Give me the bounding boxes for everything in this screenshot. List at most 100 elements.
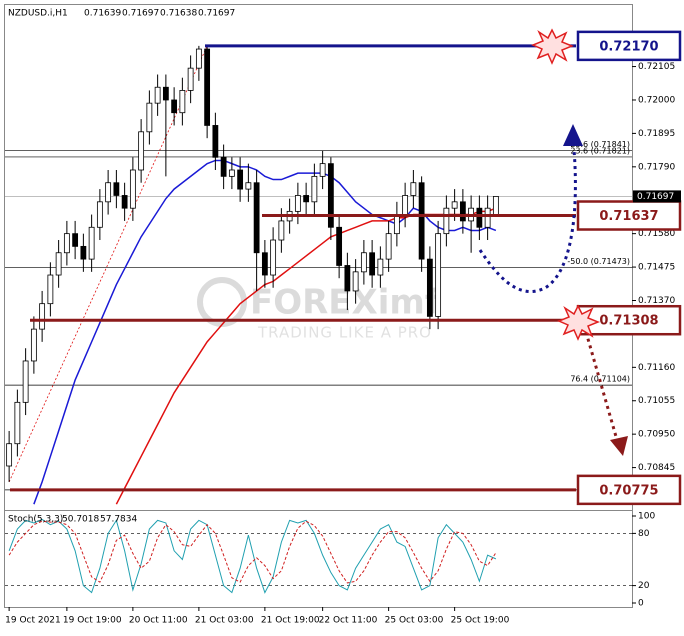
symbol: NZDUSD.i,H1 xyxy=(8,9,68,19)
candle-body xyxy=(162,86,169,101)
level-callout xyxy=(576,200,682,231)
candle-body xyxy=(360,252,367,273)
candle-body xyxy=(393,214,400,235)
candle-body xyxy=(451,201,458,209)
candle-body xyxy=(253,182,260,254)
candle-body xyxy=(212,125,219,158)
candle-body xyxy=(443,207,450,235)
candle-body xyxy=(426,258,433,317)
y-tick-label: 0.72000 xyxy=(638,95,675,105)
candle-body xyxy=(237,169,244,190)
candle-body xyxy=(377,258,384,276)
candle-body xyxy=(22,360,29,403)
y-tick-label: 0.71160 xyxy=(638,363,675,373)
candle-body xyxy=(410,182,417,196)
stoch-signal-value: 57.7834 xyxy=(100,515,137,525)
stoch-main xyxy=(8,518,497,594)
candle-body xyxy=(14,401,21,445)
candle-body xyxy=(55,252,62,276)
candle-body xyxy=(311,175,318,203)
candle-body xyxy=(80,245,87,260)
candle-body xyxy=(88,226,95,260)
candle-body xyxy=(476,207,483,228)
stoch-title: Stoch(5,3,3) xyxy=(8,515,63,525)
candle-body xyxy=(327,163,334,228)
burst xyxy=(557,304,601,341)
candle-body xyxy=(39,303,46,330)
y-tick-label: 0.71580 xyxy=(638,229,675,239)
candle-body xyxy=(72,233,79,247)
candle-body xyxy=(47,274,54,305)
candle-body xyxy=(179,90,186,114)
fib-label: 23.6 (0.71821) xyxy=(570,146,630,155)
header-open: 0.71639 xyxy=(84,9,121,19)
candle-body xyxy=(459,201,466,222)
candle-body xyxy=(484,207,491,228)
candle-body xyxy=(402,195,409,215)
candle-body xyxy=(129,169,136,209)
stoch-tick-label: 80 xyxy=(638,529,650,539)
candle-body xyxy=(30,328,37,362)
candle-body xyxy=(245,182,252,190)
candle-body xyxy=(121,195,128,209)
header-high: 0.71697 xyxy=(122,9,159,19)
y-tick-label: 0.70845 xyxy=(638,463,675,473)
y-tick-label: 0.71895 xyxy=(638,129,675,139)
current-price-label: 0.71697 xyxy=(637,192,674,202)
level-callout xyxy=(576,474,682,506)
fib-label: -50.0 (0.71473) xyxy=(567,257,630,266)
y-tick-label: 0.71790 xyxy=(638,162,675,172)
header-low: 0.71638 xyxy=(160,9,197,19)
candle-body xyxy=(261,252,268,276)
x-tick-label: 19 Oct 19:00 xyxy=(63,616,122,626)
candle-body xyxy=(228,169,235,177)
arrow-head xyxy=(610,436,628,456)
projection-arrow xyxy=(584,331,619,441)
candle-body xyxy=(96,201,103,228)
candle-body xyxy=(369,252,376,276)
stoch-main-value: 50.7018 xyxy=(62,515,99,525)
candle-body xyxy=(385,233,392,260)
level-callout-label: 0.71308 xyxy=(599,314,658,329)
stoch-signal xyxy=(8,520,497,584)
candle-body xyxy=(303,195,310,203)
y-tick-label: 0.72105 xyxy=(638,62,675,72)
stoch-tick-label: 100 xyxy=(638,512,655,522)
level-callout-label: 0.70775 xyxy=(599,483,658,498)
current-price-tag xyxy=(633,190,681,203)
level-callout-label: 0.71637 xyxy=(599,209,658,224)
candle-body xyxy=(352,271,359,292)
candle-body xyxy=(146,102,153,133)
candle-body xyxy=(294,195,301,212)
header-close: 0.71697 xyxy=(198,9,235,19)
watermark-tagline: TRADING LIKE A PRO xyxy=(257,324,432,342)
candle-body xyxy=(492,196,499,216)
candle-body xyxy=(6,443,13,467)
candle-body xyxy=(319,163,326,177)
x-tick-label: 21 Oct 19:00 xyxy=(261,616,320,626)
x-tick-label: 19 Oct 2021 xyxy=(5,616,61,626)
stoch-tick-label: 20 xyxy=(638,581,650,591)
candle-body xyxy=(105,182,112,203)
x-tick-label: 25 Oct 19:00 xyxy=(451,616,510,626)
candle-body xyxy=(344,265,351,292)
candle-body xyxy=(278,220,285,241)
x-tick-label: 21 Oct 03:00 xyxy=(195,616,254,626)
candle-body xyxy=(418,182,425,260)
candle-body xyxy=(113,182,120,196)
candle-body xyxy=(154,86,161,104)
candle-body xyxy=(435,233,442,317)
y-tick-label: 0.71055 xyxy=(638,396,675,406)
fib-label: 23.6 (0.71841) xyxy=(570,140,630,149)
annotations xyxy=(478,28,628,456)
x-tick-label: 25 Oct 03:00 xyxy=(385,616,444,626)
plot: 0.72105 0.72000 0.71895 0.71790 0.71580 0.714… xyxy=(5,30,682,626)
stoch-tick-label: 0 xyxy=(638,599,644,609)
candle-body xyxy=(220,156,227,177)
arrow-head xyxy=(563,124,583,146)
candle-body xyxy=(204,48,211,126)
candle-body xyxy=(270,239,277,276)
candle-body xyxy=(63,233,70,254)
